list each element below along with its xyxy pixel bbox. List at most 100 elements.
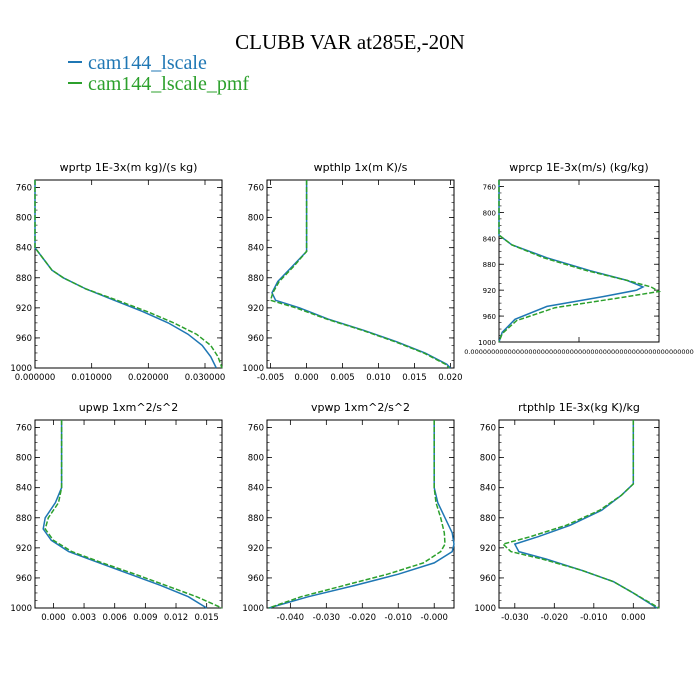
y-tick-label: 800 <box>483 209 496 217</box>
x-tick-label: 0.006 <box>103 613 127 623</box>
x-tick-label: -0.010 <box>385 613 412 623</box>
x-tick-label: -0.040 <box>277 613 304 623</box>
series-line-lscale <box>34 180 217 369</box>
y-tick-label: 840 <box>483 235 496 243</box>
y-tick-label: 800 <box>16 214 32 224</box>
panel-5: vpwp 1xm^2/s^2 760 800 840 880 920 960 1000 -0.0… <box>242 401 455 623</box>
x-tick-label: -0.010 <box>580 613 607 623</box>
legend-item-lscale: cam144_lscale <box>68 52 207 75</box>
panel-title: wprcp 1E-3x(m/s) (kg/kg) <box>509 161 648 174</box>
y-tick-label: 1000 <box>478 339 496 347</box>
series-line-lscale <box>271 180 451 369</box>
x-tick-label: 0.009 <box>133 613 157 623</box>
y-tick-label: 880 <box>248 274 264 284</box>
y-tick-label: 800 <box>248 454 264 464</box>
panel-1: wprtp 1E-3x(m kg)/(s kg) 760 800 840 880 920 9… <box>10 161 225 383</box>
y-tick-label: 800 <box>480 454 496 464</box>
x-tick-label: -0.005 <box>257 373 284 383</box>
plot-frame <box>498 419 660 609</box>
y-tick-label: 960 <box>480 574 496 584</box>
y-tick-label: 760 <box>483 183 496 191</box>
y-tick-label: 840 <box>248 244 264 254</box>
y-tick-label: 840 <box>480 484 496 494</box>
y-tick-label: 760 <box>16 184 32 194</box>
panel-title: vpwp 1xm^2/s^2 <box>311 401 410 414</box>
y-tick-label: 840 <box>16 484 32 494</box>
panel-4: upwp 1xm^2/s^2 760 800 840 880 920 960 1000 0.00… <box>10 401 223 623</box>
chart-title: CLUBB VAR at285E,-20N <box>235 30 465 54</box>
x-tick-label: 0.012 <box>164 613 188 623</box>
series-line-lscale <box>268 420 455 609</box>
plot-frame <box>34 179 223 369</box>
x-tick-label: 0.000000 <box>15 373 56 383</box>
y-tick-label: 1000 <box>242 364 264 374</box>
y-tick-label: 960 <box>483 313 496 321</box>
series-line-lscale <box>498 180 645 343</box>
x-tick-label: 0.005 <box>330 373 354 383</box>
panel-title: wprtp 1E-3x(m kg)/(s kg) <box>60 161 198 174</box>
x-tick-label: -0.020 <box>349 613 376 623</box>
plot-frame <box>266 179 455 369</box>
y-tick-label: 960 <box>16 574 32 584</box>
panel-title: wpthlp 1x(m K)/s <box>314 161 408 174</box>
y-tick-label: 960 <box>248 574 264 584</box>
x-tick-label: 0.000 <box>621 613 645 623</box>
series-line-lscale <box>513 420 658 609</box>
y-tick-label: 840 <box>16 244 32 254</box>
y-tick-label: 760 <box>248 184 264 194</box>
y-tick-label: 880 <box>480 514 496 524</box>
series-line-lscale-pmf <box>501 420 660 609</box>
x-tick-label: -0.000 <box>421 613 448 623</box>
x-tick-label: 0.020000 <box>128 373 169 383</box>
x-tick-label: -0.030 <box>313 613 340 623</box>
y-tick-label: 880 <box>16 274 32 284</box>
y-tick-label: 840 <box>248 484 264 494</box>
series-line-lscale-pmf <box>268 420 446 609</box>
panel-6: rtpthlp 1E-3x(kg K)/kg 760 800 840 880 920 960… <box>474 401 660 623</box>
panel-title: upwp 1xm^2/s^2 <box>79 401 179 414</box>
y-tick-label: 880 <box>16 514 32 524</box>
y-tick-label: 1000 <box>10 604 32 614</box>
x-tick-label: -0.020 <box>541 613 568 623</box>
x-tick-label: 0.015 <box>402 373 426 383</box>
y-tick-label: 920 <box>16 544 32 554</box>
x-tick-label: -0.030 <box>501 613 528 623</box>
plot-frame <box>34 419 223 609</box>
legend-swatch-lscale-pmf <box>68 82 82 85</box>
x-tick-label: 0.000 <box>41 613 65 623</box>
y-tick-label: 920 <box>248 304 264 314</box>
y-tick-label: 960 <box>16 334 32 344</box>
legend-swatch-lscale <box>68 61 82 64</box>
x-tick-label: 0.003 <box>72 613 96 623</box>
y-tick-label: 1000 <box>474 604 496 614</box>
y-tick-label: 920 <box>480 544 496 554</box>
y-tick-label: 920 <box>483 287 496 295</box>
legend-label-lscale: cam144_lscale <box>88 52 207 74</box>
x-tick-label: 0.020 <box>438 373 462 383</box>
x-tick-label: 0.030000 <box>185 373 226 383</box>
series-line-lscale-pmf <box>34 180 223 369</box>
series-line-lscale-pmf <box>44 420 223 609</box>
series-line-lscale-pmf <box>269 180 450 369</box>
y-tick-label: 920 <box>16 304 32 314</box>
panel-title: rtpthlp 1E-3x(kg K)/kg <box>518 401 640 414</box>
y-tick-label: 760 <box>16 424 32 434</box>
series-line-lscale <box>42 420 208 609</box>
y-tick-label: 880 <box>483 261 496 269</box>
legend-label-lscale-pmf: cam144_lscale_pmf <box>88 73 250 95</box>
y-tick-label: 800 <box>16 454 32 464</box>
x-tick-label: 0.00000000000000000000000000000000000000… <box>464 348 694 356</box>
y-tick-label: 1000 <box>10 364 32 374</box>
plot-frame <box>266 419 455 609</box>
y-tick-label: 1000 <box>242 604 264 614</box>
x-tick-label: 0.010 <box>366 373 390 383</box>
y-tick-label: 760 <box>480 424 496 434</box>
x-tick-label: 0.010000 <box>71 373 112 383</box>
y-tick-label: 760 <box>248 424 264 434</box>
y-tick-label: 880 <box>248 514 264 524</box>
x-tick-label: 0.015 <box>195 613 219 623</box>
x-tick-label: 0.000 <box>294 373 318 383</box>
series-line-lscale-pmf <box>498 180 662 343</box>
y-tick-label: 920 <box>248 544 264 554</box>
panel-3: wprcp 1E-3x(m/s) (kg/kg) 760 800 840 880 920 9… <box>464 161 694 356</box>
